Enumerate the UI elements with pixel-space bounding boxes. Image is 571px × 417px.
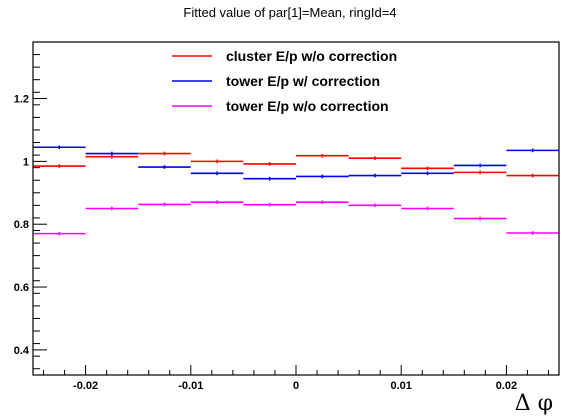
- legend: cluster E/p w/o correction tower E/p w/ c…: [172, 48, 397, 114]
- series-group: [33, 200, 559, 236]
- y-tick-label: 0.4: [14, 345, 30, 357]
- x-tick-label: -0.01: [178, 380, 203, 392]
- y-tick-label: 1: [23, 156, 29, 168]
- legend-label: tower E/p w/ correction: [226, 73, 380, 89]
- chart-title: Fitted value of par[1]=Mean, ringId=4: [183, 5, 396, 20]
- series-group: [33, 151, 559, 178]
- legend-label: cluster E/p w/o correction: [226, 48, 397, 64]
- x-axis-label: Δ φ: [515, 391, 553, 416]
- legend-label: tower E/p w/o correction: [226, 98, 389, 114]
- x-tick-label: 0.01: [390, 380, 411, 392]
- y-tick-label: 0.6: [14, 282, 29, 294]
- x-tick-label: 0.02: [496, 380, 517, 392]
- x-tick-label: -0.02: [73, 380, 98, 392]
- y-tick-label: 0.8: [14, 219, 29, 231]
- axes: 0.4 0.6 0.8 1 1.2 -0.02 -0.01 0 0.01 0.02: [14, 41, 549, 392]
- x-tick-label: 0: [293, 380, 299, 392]
- plot-marks: [33, 145, 559, 236]
- y-tick-label: 1.2: [14, 94, 29, 106]
- series-group: [33, 145, 559, 181]
